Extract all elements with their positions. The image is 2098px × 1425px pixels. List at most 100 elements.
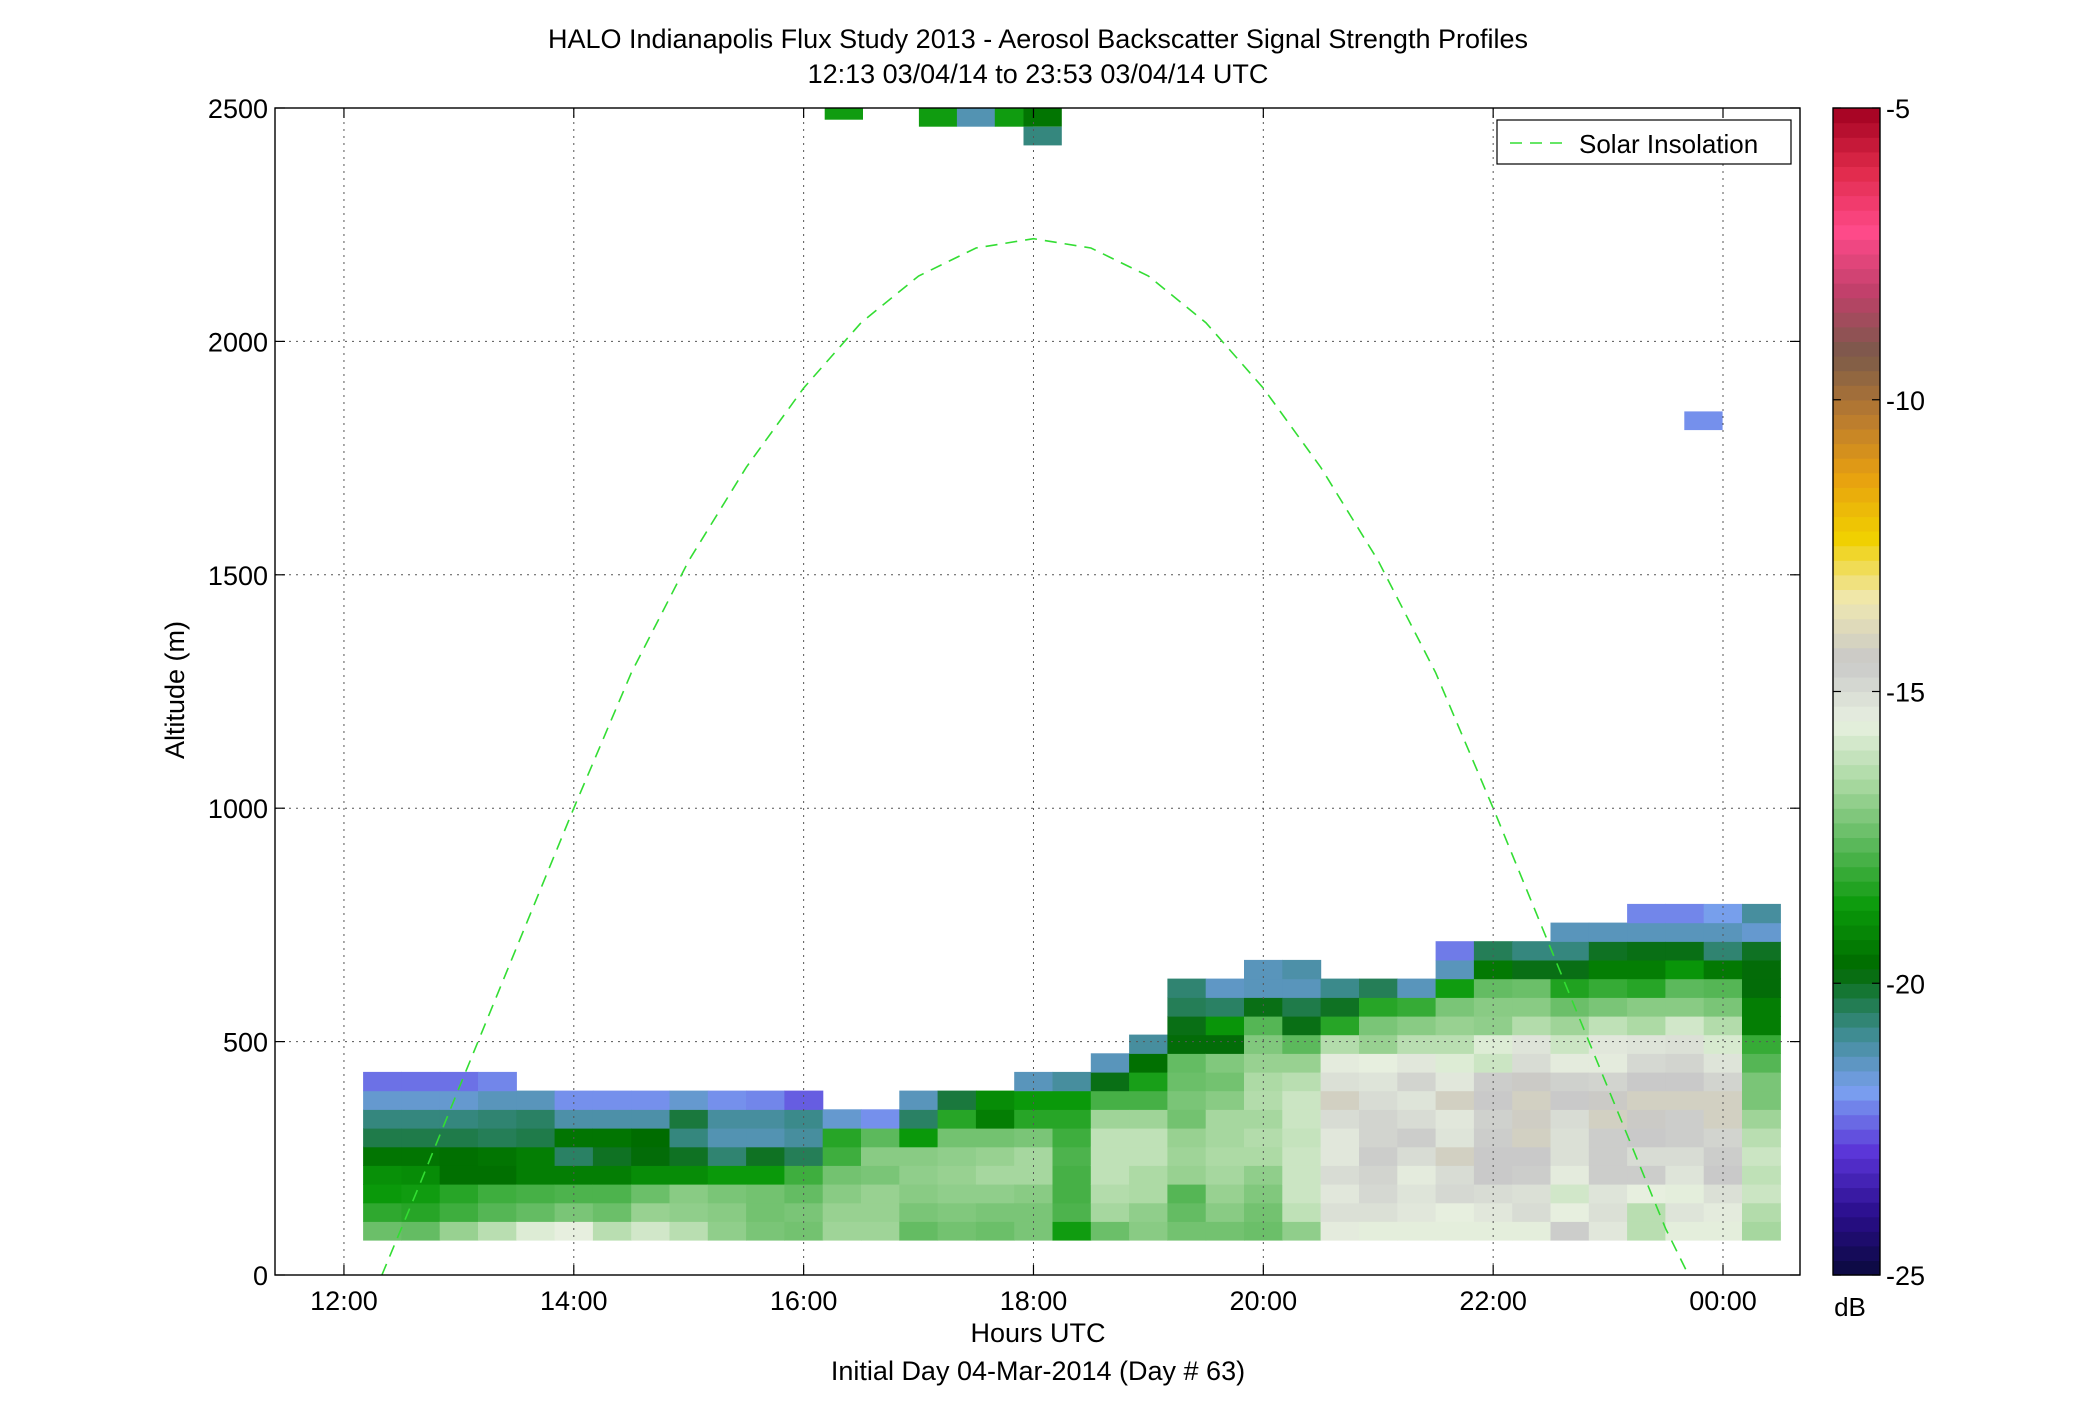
heatmap-cell — [401, 1146, 441, 1166]
heatmap-cell — [1320, 1146, 1360, 1166]
heatmap-cell — [592, 1146, 632, 1166]
colorbar-segment — [1833, 793, 1880, 809]
heatmap-cell — [1167, 1071, 1207, 1092]
heatmap-cell — [1512, 1071, 1552, 1092]
heatmap-cell — [1588, 1071, 1628, 1092]
colorbar-segment — [1833, 312, 1880, 328]
heatmap-cell — [592, 1109, 632, 1129]
heatmap-cell — [1665, 1053, 1705, 1073]
heatmap-cell — [363, 1128, 402, 1148]
heatmap-cell — [707, 1128, 747, 1148]
chart-subtitle: 12:13 03/04/14 to 23:53 03/04/14 UTC — [808, 59, 1269, 89]
heatmap-cell — [439, 1184, 479, 1204]
heatmap-cell — [1550, 1202, 1590, 1222]
y-tick-label: 500 — [223, 1028, 268, 1058]
heatmap-cell — [1397, 997, 1437, 1017]
heatmap-cell — [707, 1165, 747, 1185]
heatmap-cell — [1320, 1071, 1360, 1092]
heatmap-cell — [1742, 1015, 1781, 1036]
heatmap-cell — [1473, 1034, 1513, 1054]
colorbar-segment — [1833, 195, 1880, 211]
heatmap-cell — [401, 1090, 441, 1110]
heatmap-cell — [363, 1202, 402, 1222]
heatmap-cell — [1282, 1053, 1322, 1073]
heatmap-cell — [1320, 1202, 1360, 1222]
heatmap-cell — [363, 1146, 402, 1166]
heatmap-cell — [1282, 1202, 1322, 1222]
colorbar-segment — [1833, 968, 1880, 984]
y-tick-label: 1000 — [208, 794, 268, 824]
heatmap-cell — [1435, 1109, 1475, 1129]
heatmap-cell — [899, 1090, 939, 1110]
heatmap-cell — [669, 1109, 709, 1129]
heatmap-cell — [899, 1165, 939, 1185]
heatmap-cell — [1550, 1184, 1590, 1204]
heatmap-cell — [1052, 1165, 1092, 1185]
heatmap-cell — [1742, 1202, 1781, 1222]
colorbar-segment — [1833, 1129, 1880, 1145]
heatmap-cell — [861, 1184, 900, 1204]
heatmap-cell — [1205, 1221, 1245, 1241]
heatmap-cell — [1205, 1184, 1245, 1204]
heatmap-cell — [1550, 997, 1590, 1017]
heatmap-cell — [1205, 1109, 1245, 1129]
heatmap-cell — [478, 1202, 517, 1222]
colorbar-segment — [1833, 443, 1880, 459]
heatmap-cell — [1282, 1165, 1322, 1185]
heatmap-cell — [1473, 941, 1513, 961]
colorbar-segment — [1833, 749, 1880, 766]
heatmap-cell — [1167, 1053, 1207, 1073]
heatmap-cell — [707, 1109, 747, 1129]
heatmap-cell — [1665, 1202, 1705, 1222]
heatmap-cell — [1282, 1109, 1322, 1129]
heatmap-cell — [554, 1090, 594, 1110]
colorbar-segment — [1833, 560, 1880, 576]
heatmap-cell — [1742, 1034, 1781, 1054]
heatmap-cell — [746, 1146, 785, 1166]
heatmap-cell — [1167, 1090, 1207, 1110]
heatmap-cell — [1665, 1128, 1705, 1148]
heatmap-cell — [1473, 1146, 1513, 1166]
colorbar-segment — [1833, 983, 1880, 999]
heatmap-cell — [1473, 1165, 1513, 1185]
heatmap-cell — [1665, 1015, 1705, 1036]
heatmap-cell — [592, 1202, 632, 1222]
heatmap-cell — [1512, 1202, 1552, 1222]
heatmap-cell — [1665, 978, 1705, 998]
y-tick-label: 2000 — [208, 327, 268, 357]
heatmap-cell — [1627, 1071, 1666, 1092]
heatmap-cell — [1435, 1034, 1475, 1054]
heatmap-cell — [746, 1128, 785, 1148]
heatmap-cell — [1129, 1184, 1168, 1204]
heatmap-cell — [592, 1090, 632, 1110]
x-tick-label: 18:00 — [1000, 1286, 1068, 1316]
heatmap-cell — [401, 1109, 441, 1129]
heatmap-cell — [937, 1184, 977, 1204]
heatmap-cell — [746, 1202, 785, 1222]
heatmap-cell — [1244, 1146, 1283, 1166]
heatmap-cell — [1435, 1128, 1475, 1148]
heatmap-cell — [1473, 978, 1513, 998]
heatmap-cell — [1627, 1146, 1666, 1166]
heatmap-cell — [1052, 1109, 1092, 1129]
heatmap-cell — [1397, 1015, 1437, 1036]
heatmap-cell — [1052, 1184, 1092, 1204]
colorbar-segment — [1833, 399, 1880, 415]
heatmap-cell — [1627, 1053, 1666, 1073]
heatmap-cell — [1014, 1165, 1054, 1185]
heatmap-cell — [631, 1146, 671, 1166]
colorbar-segment — [1833, 647, 1880, 663]
heatmap-cell — [1320, 1128, 1360, 1148]
heatmap-cell — [822, 1221, 862, 1241]
heatmap-cell — [1282, 1184, 1322, 1204]
heatmap-cell — [1665, 997, 1705, 1017]
colorbar-ticks: -5 -10 -15 -20 -25 — [1833, 94, 1925, 1291]
heatmap-cell — [1703, 1202, 1743, 1222]
heatmap-cell — [1167, 1015, 1207, 1036]
heatmap-cell — [1167, 1184, 1207, 1204]
heatmap-cell — [1205, 1034, 1245, 1054]
heatmap-cell — [1627, 1221, 1666, 1241]
colorbar-segment — [1833, 1260, 1880, 1276]
heatmap-cell — [516, 1202, 556, 1222]
heatmap-cell — [975, 1184, 1015, 1204]
